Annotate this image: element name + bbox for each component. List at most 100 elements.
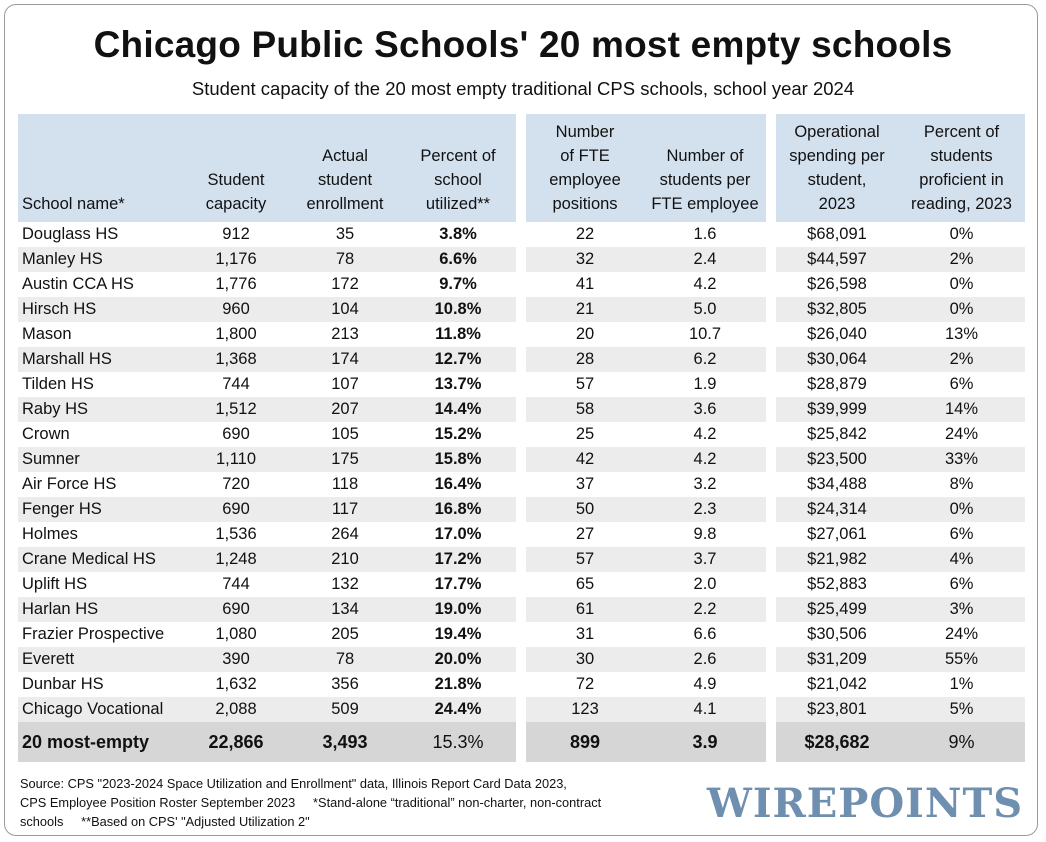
schools-table: School name* Student capacity Actual stude… (18, 114, 1025, 762)
capacity-cell: 1,776 (215, 275, 257, 293)
table-row: Holmes 1,536 264 17.0% 27 9.8 $27,061 6% (18, 522, 1025, 547)
reading-cell: 24% (944, 425, 979, 443)
fte-cell: 25 (575, 425, 595, 443)
students-per-fte-cell: 2.2 (644, 597, 766, 622)
enrollment-cell: 78 (290, 647, 400, 672)
table-row: Air Force HS 720 118 16.4% 37 3.2 $34,488 8% (18, 472, 1025, 497)
fte-cell: 41 (575, 275, 595, 293)
table-row: Manley HS 1,176 78 6.6% 32 2.4 $44,597 2% (18, 247, 1025, 272)
capacity-cell: 690 (222, 425, 250, 443)
enrollment-cell: 105 (331, 425, 359, 443)
enrollment-cell: 356 (331, 675, 359, 693)
school-name-cell: Austin CCA HS (22, 275, 134, 293)
column-gap (516, 622, 526, 647)
column-gap (766, 722, 776, 762)
spending-cell: $39,999 (776, 397, 898, 422)
header-line: reading, 2023 (911, 195, 1012, 213)
capacity-cell: 1,632 (215, 675, 257, 693)
enrollment-cell: 205 (331, 625, 359, 643)
enrollment-cell: 264 (331, 525, 359, 543)
students-per-fte-cell: 1.6 (693, 225, 717, 243)
spending-cell: $30,064 (776, 347, 898, 372)
fte-cell: 30 (526, 647, 644, 672)
students-per-fte-cell: 4.1 (644, 697, 766, 722)
enrollment-cell: 132 (331, 575, 359, 593)
wirepoints-logo: WIREPOINTS (706, 780, 1024, 827)
capacity-cell: 1,176 (182, 247, 290, 272)
school-name-cell: 20 most-empty (18, 722, 182, 762)
table-row: Frazier Prospective 1,080 205 19.4% 31 6.6 $30… (18, 622, 1025, 647)
students-per-fte-cell: 2.3 (644, 497, 766, 522)
header-actual-enrollment: Actual student enrollment (290, 114, 400, 222)
column-gap (766, 622, 776, 647)
column-gap (516, 447, 526, 472)
students-per-fte-cell: 2.4 (644, 247, 766, 272)
spending-cell: $25,499 (776, 597, 898, 622)
column-gap (516, 572, 526, 597)
spending-cell: $52,883 (807, 575, 867, 593)
school-name-cell: Marshall HS (18, 347, 182, 372)
students-per-fte-cell: 6.2 (644, 347, 766, 372)
header-line: spending per (789, 147, 885, 165)
spending-cell: $21,982 (776, 547, 898, 572)
table-body: Douglass HS 912 35 3.8% 22 1.6 $68,091 0% Manley… (18, 222, 1025, 762)
table-row: Douglass HS 912 35 3.8% 22 1.6 $68,091 0% (18, 222, 1025, 247)
fte-cell: 123 (526, 697, 644, 722)
column-gap (516, 497, 526, 522)
capacity-cell: 912 (222, 225, 250, 243)
school-name-cell: Douglass HS (22, 225, 119, 243)
reading-cell: 0% (898, 497, 1025, 522)
school-name-cell: Sumner (18, 447, 182, 472)
utilized-cell: 20.0% (400, 647, 516, 672)
spending-cell: $28,879 (807, 375, 867, 393)
fte-cell: 57 (575, 375, 595, 393)
spending-cell: $28,682 (776, 722, 898, 762)
capacity-cell: 1,110 (182, 447, 290, 472)
school-name-cell: Tilden HS (22, 375, 94, 393)
column-gap (516, 397, 526, 422)
column-gap (516, 372, 526, 397)
reading-cell: 55% (898, 647, 1025, 672)
spending-cell: $31,209 (776, 647, 898, 672)
spending-cell: $30,506 (807, 625, 867, 643)
capacity-cell: 1,368 (182, 347, 290, 372)
spending-cell: $68,091 (807, 225, 867, 243)
column-gap (766, 272, 776, 297)
enrollment-cell: 509 (290, 697, 400, 722)
fte-cell: 31 (575, 625, 595, 643)
column-gap (766, 372, 776, 397)
header-line: Operational (794, 123, 880, 141)
column-gap (516, 247, 526, 272)
header-line: student, (807, 171, 867, 189)
students-per-fte-cell: 10.7 (688, 325, 722, 343)
column-gap (516, 697, 526, 722)
spending-cell: $34,488 (807, 475, 867, 493)
header-fte-positions: Number of FTE employee positions (526, 114, 644, 222)
column-gap (766, 247, 776, 272)
reading-cell: 1% (949, 675, 974, 693)
capacity-cell: 1,248 (182, 547, 290, 572)
spending-cell: $32,805 (776, 297, 898, 322)
reading-cell: 6% (949, 525, 974, 543)
header-line: positions (552, 195, 618, 213)
column-gap (516, 647, 526, 672)
header-line: utilized** (425, 195, 491, 213)
fte-cell: 61 (526, 597, 644, 622)
footnote-line: CPS Employee Position Roster September 2… (20, 795, 602, 810)
column-gap (516, 472, 526, 497)
source-footnote: Source: CPS "2023-2024 Space Utilization… (20, 774, 700, 831)
utilized-cell: 16.8% (400, 497, 516, 522)
column-gap (766, 297, 776, 322)
column-gap (766, 422, 776, 447)
students-per-fte-cell: 2.6 (644, 647, 766, 672)
fte-cell: 21 (526, 297, 644, 322)
spending-cell: $44,597 (776, 247, 898, 272)
reading-cell: 14% (898, 397, 1025, 422)
spending-cell: $26,598 (807, 275, 867, 293)
header-line: School name* (22, 195, 125, 213)
school-name-cell: Chicago Vocational (18, 697, 182, 722)
column-gap (516, 672, 526, 697)
reading-cell: 33% (898, 447, 1025, 472)
column-gap (766, 114, 776, 222)
enrollment-cell: 107 (331, 375, 359, 393)
